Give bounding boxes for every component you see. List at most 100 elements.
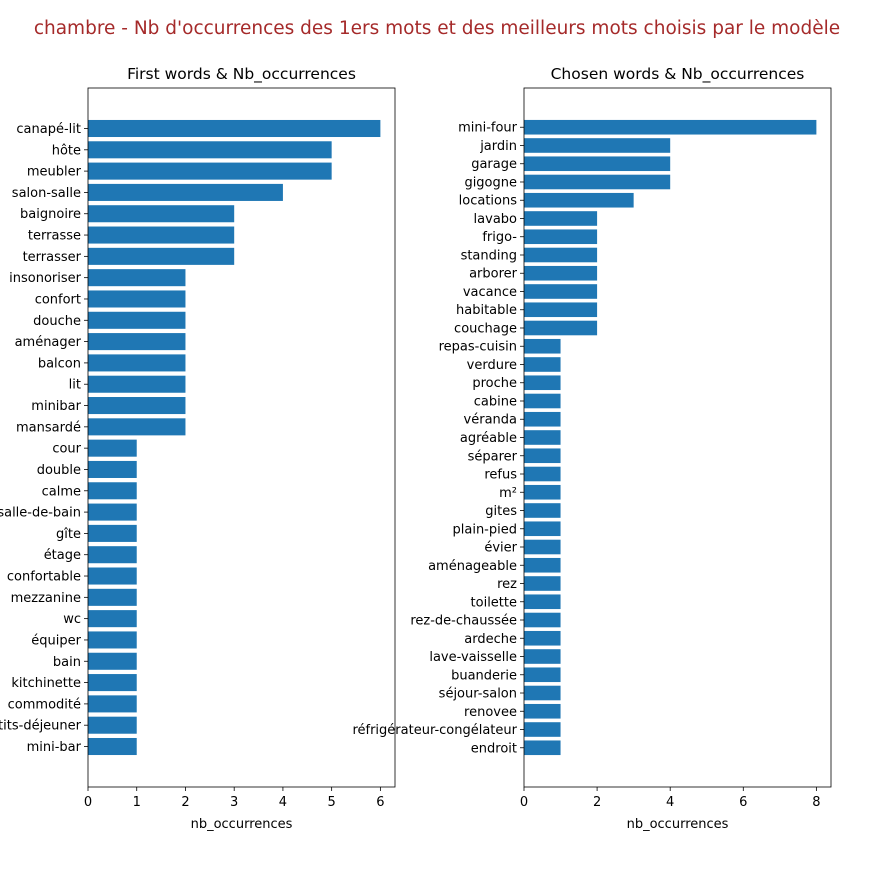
- x-tick-label: 8: [812, 795, 820, 810]
- bar-rez: [524, 576, 561, 591]
- y-tick-label: étage: [44, 548, 81, 563]
- bar-buanderie: [524, 667, 561, 683]
- x-tick-label: 2: [181, 795, 189, 810]
- bar-locations: [524, 192, 634, 208]
- y-tick-label: gigogne: [464, 175, 517, 190]
- y-tick-label: gites: [485, 504, 517, 519]
- chart-chosen-words: mini-four jardin garage gigogne locations lav…: [352, 65, 832, 832]
- bar-refus: [524, 466, 561, 482]
- x-axis-label: nb_occurrences: [627, 817, 729, 832]
- bar-frigo: [524, 229, 598, 245]
- bar-lit: [88, 375, 186, 393]
- x-tick-label: 1: [133, 795, 141, 810]
- chart-title: Chosen words & Nb_occurrences: [551, 65, 805, 84]
- bar-rez-de-chaussee: [524, 612, 561, 628]
- y-tick-label: balcon: [38, 356, 81, 371]
- y-tick-label: évier: [484, 541, 517, 556]
- bar-arborer: [524, 265, 598, 281]
- bar-verdure: [524, 357, 561, 372]
- y-tick-label: douche: [33, 314, 81, 329]
- bar-baignoire: [88, 205, 235, 223]
- y-tick-label: plain-pied: [453, 522, 518, 537]
- y-tick-label: m²: [499, 486, 517, 501]
- y-tick-label: renovee: [464, 705, 517, 720]
- y-tick-label: réfrigérateur-congélateur: [352, 723, 517, 738]
- x-tick-label: 5: [328, 795, 336, 810]
- y-tick-label: lavabo: [474, 212, 517, 227]
- y-tick-label: wc: [63, 612, 81, 627]
- y-tick-label: vacance: [463, 285, 517, 300]
- bar-separer: [524, 448, 561, 464]
- bar-minibar: [88, 397, 186, 415]
- y-tick-label: meubler: [27, 165, 82, 180]
- y-tick-label: couchage: [454, 321, 517, 336]
- y-tick-label: aménageable: [428, 559, 517, 574]
- y-tick-label: refus: [484, 468, 517, 483]
- bar-gites: [524, 503, 561, 518]
- bar-toilette: [524, 594, 561, 610]
- y-tick-label: rez: [497, 577, 517, 592]
- bar-cour: [88, 439, 137, 457]
- bar-refrigerateur-congelateur: [524, 722, 561, 737]
- y-tick-label: séjour-salon: [439, 687, 517, 702]
- y-tick-label: canapé-lit: [16, 122, 81, 137]
- y-tick-label: proche: [472, 376, 517, 391]
- bar-gigogne: [524, 174, 671, 190]
- x-tick-label: 4: [666, 795, 674, 810]
- bar-standing: [524, 247, 598, 263]
- x-tick-label: 2: [593, 795, 601, 810]
- bar-canape-lit: [88, 119, 381, 138]
- bar-vacance: [524, 284, 598, 299]
- y-tick-label: véranda: [464, 413, 517, 428]
- bar-renovee: [524, 703, 561, 719]
- bar-agreable: [524, 430, 561, 445]
- y-tick-label: hôte: [52, 143, 81, 158]
- bar-mezzanine: [88, 588, 137, 606]
- y-tick-label: mini-four: [458, 121, 518, 136]
- y-tick-label: toilette: [471, 595, 517, 610]
- x-tick-label: 4: [279, 795, 287, 810]
- bar-garage: [524, 156, 671, 172]
- bar-salle-de-bain: [88, 503, 137, 521]
- y-tick-label: arborer: [469, 267, 518, 282]
- bar-m: [524, 484, 561, 500]
- y-tick-label: double: [37, 463, 81, 478]
- y-tick-label: mezzanine: [11, 591, 81, 606]
- bar-couchage: [524, 320, 598, 336]
- y-tick-label: jardin: [479, 139, 517, 154]
- y-tick-label: séparer: [468, 449, 518, 464]
- y-tick-label: endroit: [471, 741, 517, 756]
- y-tick-label: cour: [52, 442, 81, 457]
- bar-terrasser: [88, 247, 235, 265]
- y-tick-label: petits-déjeuner: [0, 719, 82, 734]
- bar-etage: [88, 546, 137, 564]
- y-tick-label: lit: [69, 378, 81, 393]
- y-tick-label: minibar: [31, 399, 81, 414]
- y-tick-label: repas-cuisin: [439, 340, 517, 355]
- bar-balcon: [88, 354, 186, 372]
- y-tick-label: standing: [461, 248, 517, 263]
- y-tick-label: rez-de-chaussée: [410, 614, 517, 629]
- bar-cabine: [524, 393, 561, 409]
- y-tick-label: salle-de-bain: [0, 506, 81, 521]
- y-tick-label: cabine: [474, 394, 517, 409]
- bar-salon-salle: [88, 183, 283, 201]
- bar-hote: [88, 141, 332, 159]
- x-tick-label: 0: [84, 795, 92, 810]
- y-tick-label: commodité: [8, 697, 81, 712]
- y-tick-label: habitable: [456, 303, 517, 318]
- y-tick-label: calme: [42, 484, 81, 499]
- bar-veranda: [524, 411, 561, 427]
- bar-gite: [88, 524, 137, 542]
- y-tick-label: agréable: [460, 431, 517, 446]
- y-tick-label: salon-salle: [12, 186, 81, 201]
- bar-proche: [524, 375, 561, 391]
- bar-confort: [88, 290, 186, 308]
- bar-ardeche: [524, 630, 561, 646]
- bar-calme: [88, 482, 137, 500]
- x-tick-label: 6: [376, 795, 384, 810]
- axes-frame: [523, 87, 832, 788]
- y-tick-label: lave-vaisselle: [429, 650, 517, 665]
- x-tick-label: 6: [739, 795, 747, 810]
